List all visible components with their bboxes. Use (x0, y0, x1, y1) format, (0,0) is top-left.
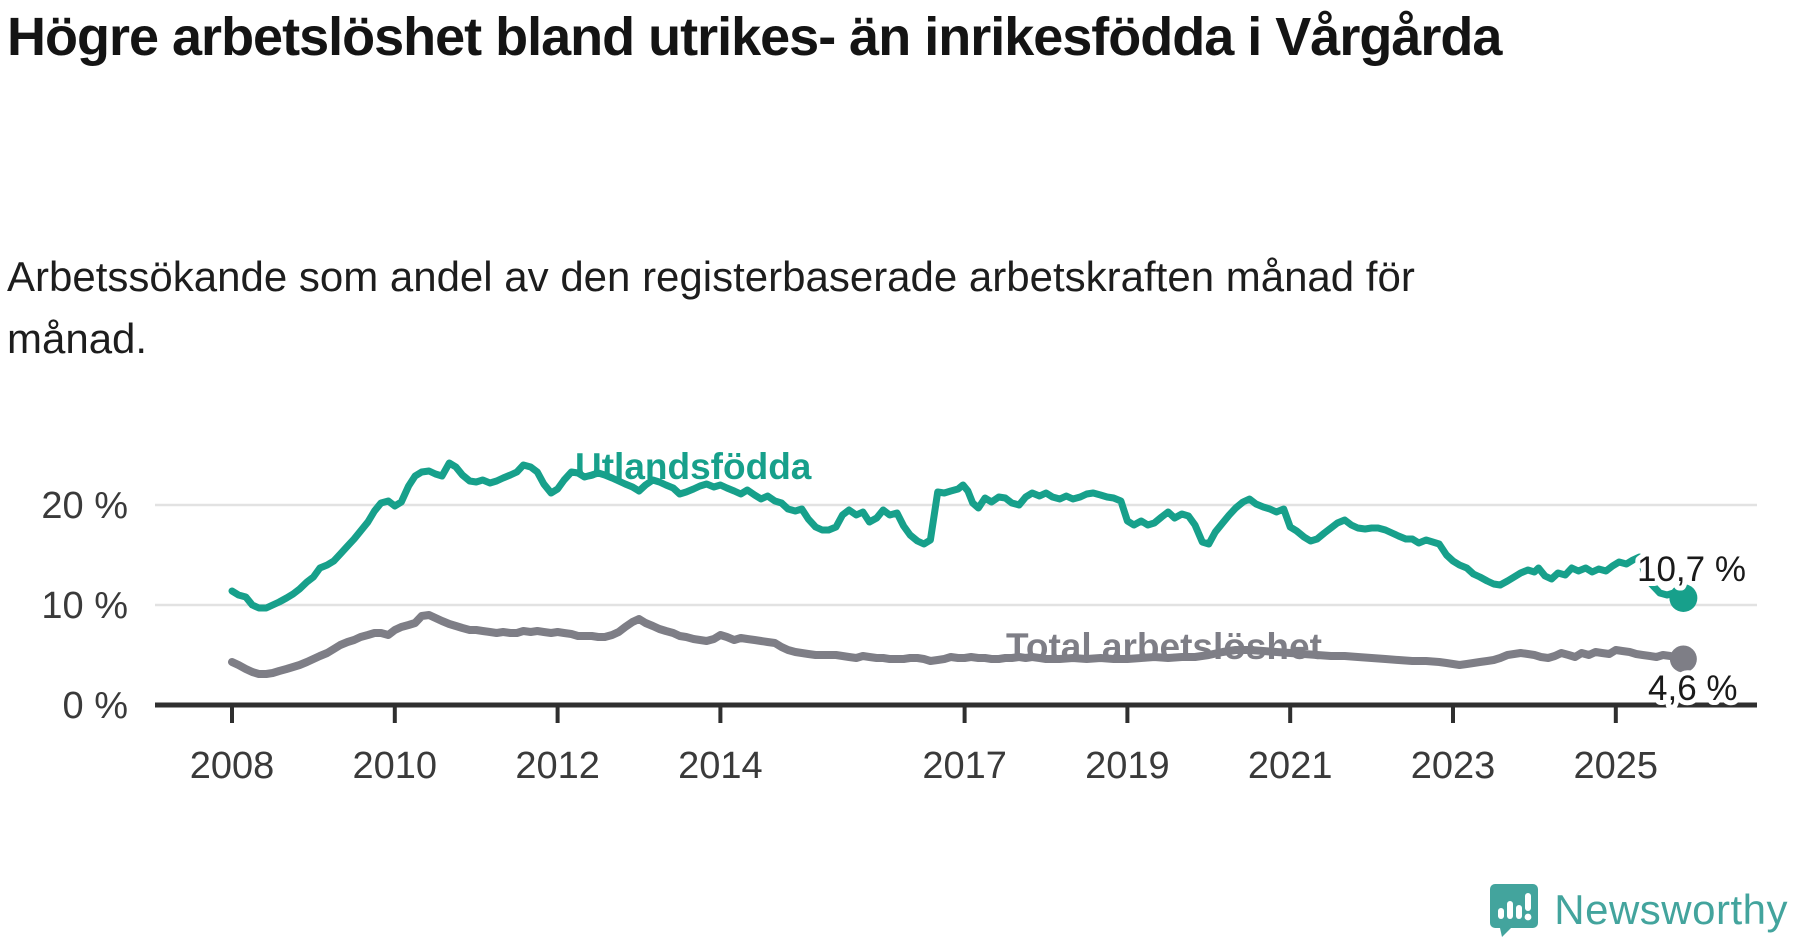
newsworthy-logo[interactable]: Newsworthy (1488, 882, 1788, 938)
x-tick-label: 2025 (1574, 745, 1659, 787)
page-subtitle: Arbetssökande som andel av den registerb… (7, 253, 1415, 362)
x-tick-label: 2012 (515, 745, 600, 787)
series-end-dot (1669, 584, 1698, 612)
series-and-end-labels: Utlandsfödda 10,7 % Total arbetslöshet 4,6 … (575, 446, 1751, 713)
data-series-lines (228, 459, 1698, 678)
y-tick-label: 0 % (63, 685, 128, 727)
x-tick-label: 2010 (353, 745, 438, 787)
y-axis-labels: 0 % 10 % 20 % (41, 485, 128, 727)
x-axis-labels: 2008 2010 2012 2014 2017 2019 2021 2023 2025 (190, 707, 1658, 787)
x-tick-label: 2017 (922, 745, 1007, 787)
gridlines (155, 503, 1757, 607)
x-tick-label: 2019 (1085, 745, 1170, 787)
x-tick-label: 2008 (190, 745, 275, 787)
y-tick-label: 10 % (41, 585, 128, 627)
series-line-utlandsfodda (228, 459, 1687, 612)
x-tick-label: 2014 (678, 745, 763, 787)
series-line-total (228, 611, 1688, 678)
series-end-value-label: 4,6 % (1648, 669, 1738, 708)
series-label: Utlandsfödda (575, 446, 812, 487)
x-tick-label: 2023 (1411, 745, 1496, 787)
series-label: Total arbetslöshet (1006, 626, 1322, 667)
page-title: Högre arbetslöshet bland utrikes- än inr… (7, 7, 1502, 67)
newsworthy-chart-bubble-icon (1490, 884, 1539, 937)
x-tick-label: 2021 (1248, 745, 1333, 787)
y-tick-label: 20 % (41, 485, 128, 527)
series-end-value-label: 10,7 % (1637, 550, 1746, 589)
newsworthy-logo-text: Newsworthy (1554, 886, 1788, 933)
series-end-dot (1669, 645, 1697, 673)
